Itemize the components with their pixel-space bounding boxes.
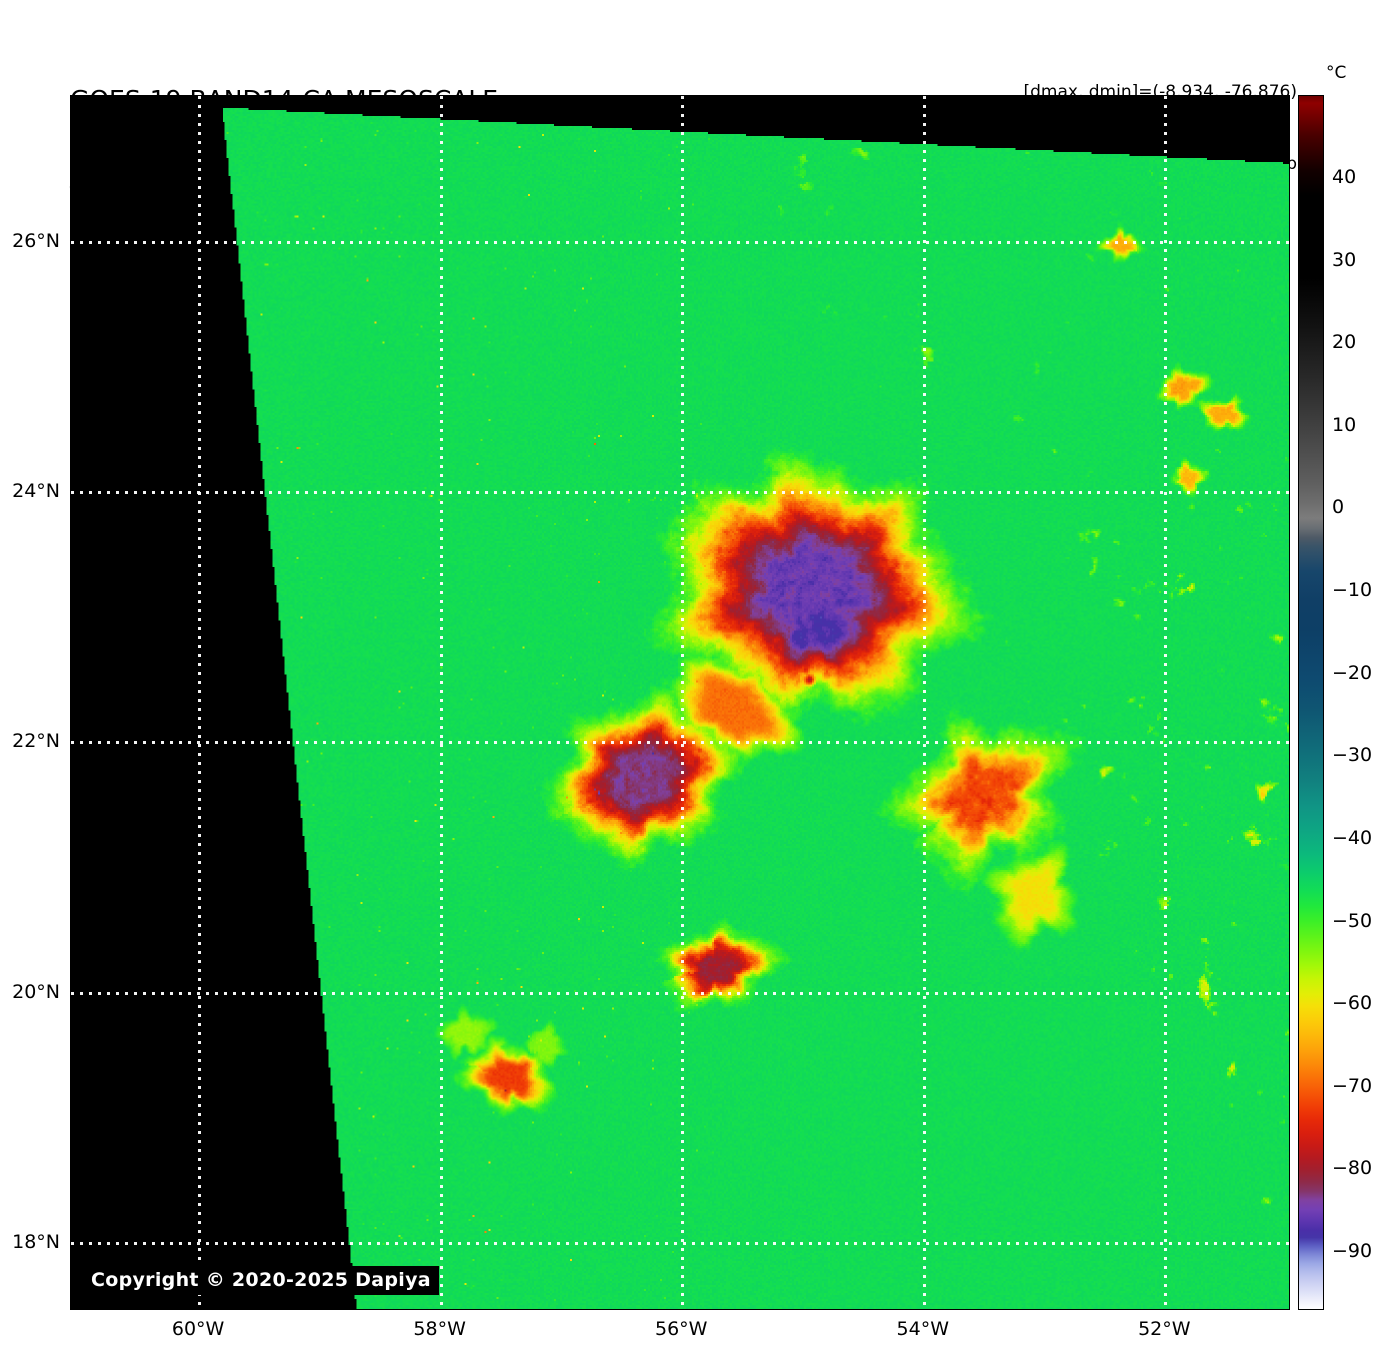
latitude-tick-label: 22°N [12,730,60,753]
satellite-image-plot: Copyright © 2020-2025 Dapiya [70,95,1290,1310]
longitude-tick-label: 54°W [896,1318,949,1340]
colorbar-tick-label: −80 [1332,1157,1373,1180]
colorbar-tick-label: −40 [1332,826,1373,849]
colorbar-tick-label: −50 [1332,909,1373,932]
longitude-tick-label: 60°W [171,1318,225,1340]
colorbar-tick-label: 10 [1332,413,1357,436]
longitude-tick-label: 58°W [413,1318,466,1340]
longitude-tick-label: 56°W [654,1318,708,1340]
temperature-colorbar [1298,95,1324,1310]
satellite-imagery-canvas [71,96,1289,1309]
colorbar-tick-label: −70 [1332,1074,1373,1097]
colorbar-tick-label: 40 [1332,166,1357,188]
colorbar-tick-label: −60 [1332,992,1373,1015]
copyright-watermark: Copyright © 2020-2025 Dapiya [83,1266,439,1295]
colorbar-tick-label: −90 [1332,1240,1373,1263]
latitude-tick-label: 20°N [12,980,60,1003]
latitude-tick-label: 24°N [12,480,60,503]
colorbar-tick-label: 20 [1332,331,1357,354]
latitude-tick-label: 26°N [12,229,60,252]
colorbar-unit-label: °C [1326,63,1347,83]
latitude-tick-label: 18°N [12,1230,60,1253]
colorbar-tick-label: −10 [1332,579,1373,602]
colorbar-gradient [1298,95,1324,1310]
colorbar-tick-label: −20 [1332,661,1373,684]
longitude-tick-label: 52°W [1138,1318,1191,1340]
colorbar-tick-label: 0 [1332,496,1345,519]
colorbar-tick-label: 30 [1332,248,1357,271]
colorbar-tick-label: −30 [1332,744,1373,767]
